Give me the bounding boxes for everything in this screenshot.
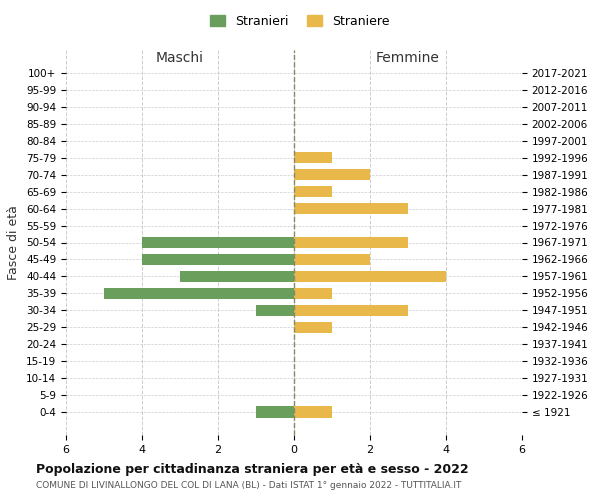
Bar bbox=[256, 305, 294, 316]
Bar bbox=[294, 169, 370, 180]
Text: Maschi: Maschi bbox=[156, 51, 204, 65]
Y-axis label: Fasce di età: Fasce di età bbox=[7, 205, 20, 280]
Legend: Stranieri, Straniere: Stranieri, Straniere bbox=[206, 11, 394, 32]
Bar bbox=[294, 203, 408, 214]
Text: COMUNE DI LIVINALLONGO DEL COL DI LANA (BL) - Dati ISTAT 1° gennaio 2022 - TUTTI: COMUNE DI LIVINALLONGO DEL COL DI LANA (… bbox=[36, 481, 461, 490]
Bar bbox=[142, 237, 294, 248]
Bar bbox=[104, 288, 294, 299]
Bar bbox=[142, 254, 294, 265]
Bar bbox=[294, 288, 332, 299]
Text: Femmine: Femmine bbox=[376, 51, 440, 65]
Bar bbox=[294, 322, 332, 333]
Y-axis label: Anni di nascita: Anni di nascita bbox=[597, 199, 600, 286]
Bar bbox=[294, 152, 332, 164]
Bar bbox=[294, 271, 446, 282]
Bar bbox=[180, 271, 294, 282]
Bar bbox=[294, 254, 370, 265]
Bar bbox=[294, 406, 332, 418]
Text: Popolazione per cittadinanza straniera per età e sesso - 2022: Popolazione per cittadinanza straniera p… bbox=[36, 462, 469, 475]
Bar bbox=[294, 237, 408, 248]
Bar bbox=[256, 406, 294, 418]
Bar bbox=[294, 186, 332, 197]
Bar bbox=[294, 305, 408, 316]
